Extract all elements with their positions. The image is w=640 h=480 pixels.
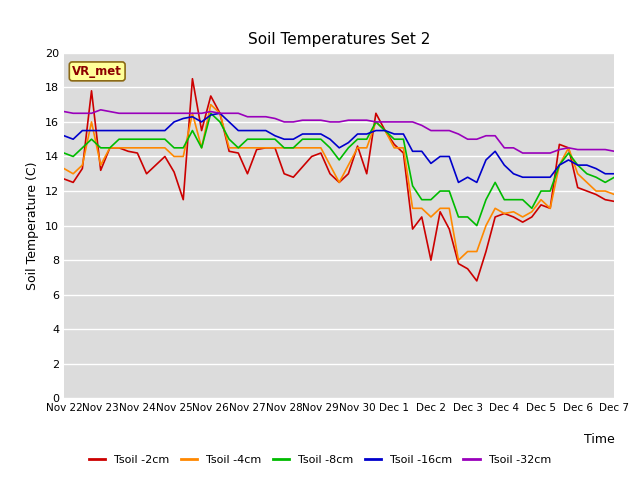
Text: Time: Time <box>584 433 614 446</box>
Title: Soil Temperatures Set 2: Soil Temperatures Set 2 <box>248 33 430 48</box>
Y-axis label: Soil Temperature (C): Soil Temperature (C) <box>26 161 40 290</box>
Legend: Tsoil -2cm, Tsoil -4cm, Tsoil -8cm, Tsoil -16cm, Tsoil -32cm: Tsoil -2cm, Tsoil -4cm, Tsoil -8cm, Tsoi… <box>84 451 556 469</box>
Text: VR_met: VR_met <box>72 65 122 78</box>
